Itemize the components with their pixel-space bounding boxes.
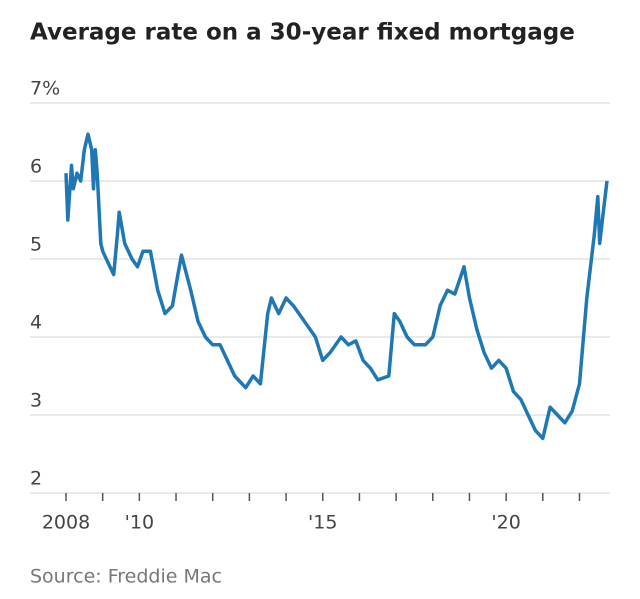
line (64, 132, 609, 441)
y-tick-label: 4 (30, 312, 42, 334)
x-tick-label: '10 (125, 512, 154, 534)
x-tick-label: '15 (308, 512, 337, 534)
x-tick-label: '20 (491, 512, 520, 534)
x-tick-label: 2008 (42, 512, 90, 534)
y-tick-label: 2 (30, 468, 42, 490)
y-tick-label: 5 (30, 234, 42, 256)
y-tick-label: 3 (30, 390, 42, 412)
chart-title: Average rate on a 30-year fixed mortgage (30, 20, 575, 46)
y-tick-label: 7% (30, 78, 60, 100)
y-tick-label: 6 (30, 156, 42, 178)
source: Source: Freddie Mac (30, 566, 222, 588)
